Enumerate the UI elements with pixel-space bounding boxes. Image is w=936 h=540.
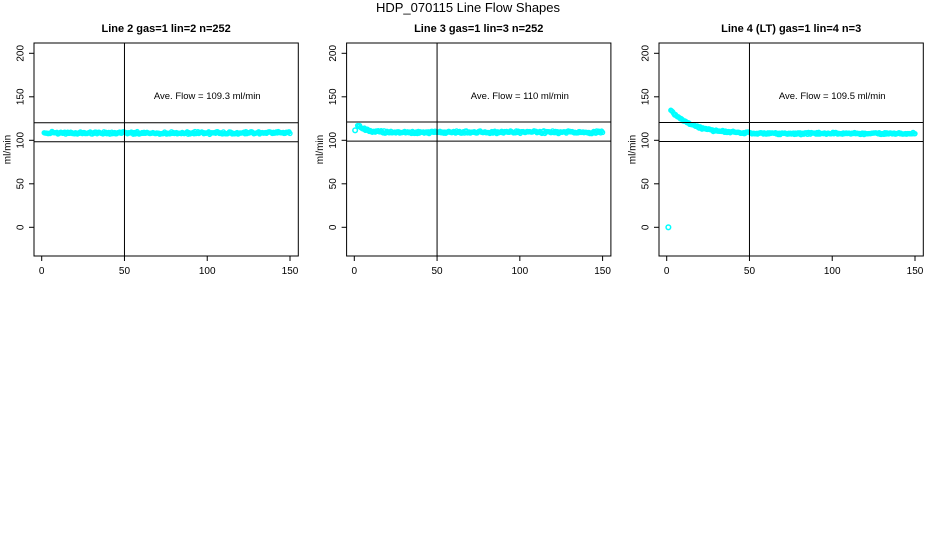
- x-tick-label: 100: [824, 266, 841, 277]
- x-tick-label: 150: [594, 266, 611, 277]
- y-tick-label: 150: [328, 88, 339, 105]
- subplot-2: 0 50 100 150 0 50 100 150 200 ml/min Line 3 gas=1 …: [315, 23, 612, 277]
- data-points: [665, 107, 918, 231]
- y-tick-label: 200: [641, 45, 652, 62]
- x-tick-label: 50: [119, 266, 131, 277]
- y-tick-label: 150: [641, 88, 652, 105]
- y-tick-label: 100: [328, 132, 339, 149]
- x-tick-label: 0: [352, 266, 358, 277]
- y-tick-label: 50: [16, 178, 27, 190]
- x-tick-label: 0: [39, 266, 45, 277]
- outlier-point: [665, 224, 672, 231]
- plot-box: [33, 42, 299, 257]
- x-tick-label: 0: [664, 266, 670, 277]
- figure-title: HDP_070115 Line Flow Shapes: [376, 0, 561, 15]
- subplot-3: 0 50 100 150 0 50 100 150 200 ml/min Line 4 (LT) g…: [628, 23, 924, 277]
- x-tick-label: 100: [199, 266, 216, 277]
- y-tick-label: 150: [16, 88, 27, 105]
- x-tick-label: 50: [432, 266, 444, 277]
- subplot-title: Line 2 gas=1 lin=2 n=252: [101, 23, 230, 35]
- data-points: [41, 128, 293, 138]
- y-tick-label: 100: [16, 132, 27, 149]
- outlier-point: [352, 127, 359, 134]
- data-point: [912, 130, 918, 137]
- y-tick-label: 200: [16, 45, 27, 62]
- y-tick-label: 100: [641, 132, 652, 149]
- subplot-title: Line 3 gas=1 lin=3 n=252: [414, 23, 543, 35]
- ave-flow-annotation: Ave. Flow = 109.5 ml/min: [779, 91, 886, 102]
- y-tick-label: 50: [328, 178, 339, 190]
- y-tick-label: 0: [641, 224, 652, 230]
- y-tick-label: 200: [328, 45, 339, 62]
- x-tick-label: 100: [511, 266, 528, 277]
- y-axis-label: ml/min: [3, 135, 14, 164]
- x-tick-label: 50: [744, 266, 756, 277]
- plot-box: [658, 42, 924, 257]
- data-points: [352, 122, 606, 137]
- subplots-container: 0 50 100 150 0 50 100 150 200 ml/min Line 2 gas=1 …: [3, 23, 924, 277]
- y-axis-label: ml/min: [315, 135, 326, 164]
- y-tick-label: 50: [641, 178, 652, 190]
- y-axis-label: ml/min: [628, 135, 639, 164]
- y-tick-label: 0: [16, 224, 27, 230]
- data-point: [599, 129, 606, 136]
- data-point: [287, 130, 293, 137]
- subplot-title: Line 4 (LT) gas=1 lin=4 n=3: [721, 23, 861, 35]
- subplot-1: 0 50 100 150 0 50 100 150 200 ml/min Line 2 gas=1 …: [3, 23, 299, 277]
- x-tick-label: 150: [282, 266, 299, 277]
- ave-flow-annotation: Ave. Flow = 110 ml/min: [471, 91, 569, 102]
- x-tick-label: 150: [907, 266, 924, 277]
- plot-box: [346, 42, 612, 257]
- y-tick-label: 0: [328, 224, 339, 230]
- ave-flow-annotation: Ave. Flow = 109.3 ml/min: [154, 91, 261, 102]
